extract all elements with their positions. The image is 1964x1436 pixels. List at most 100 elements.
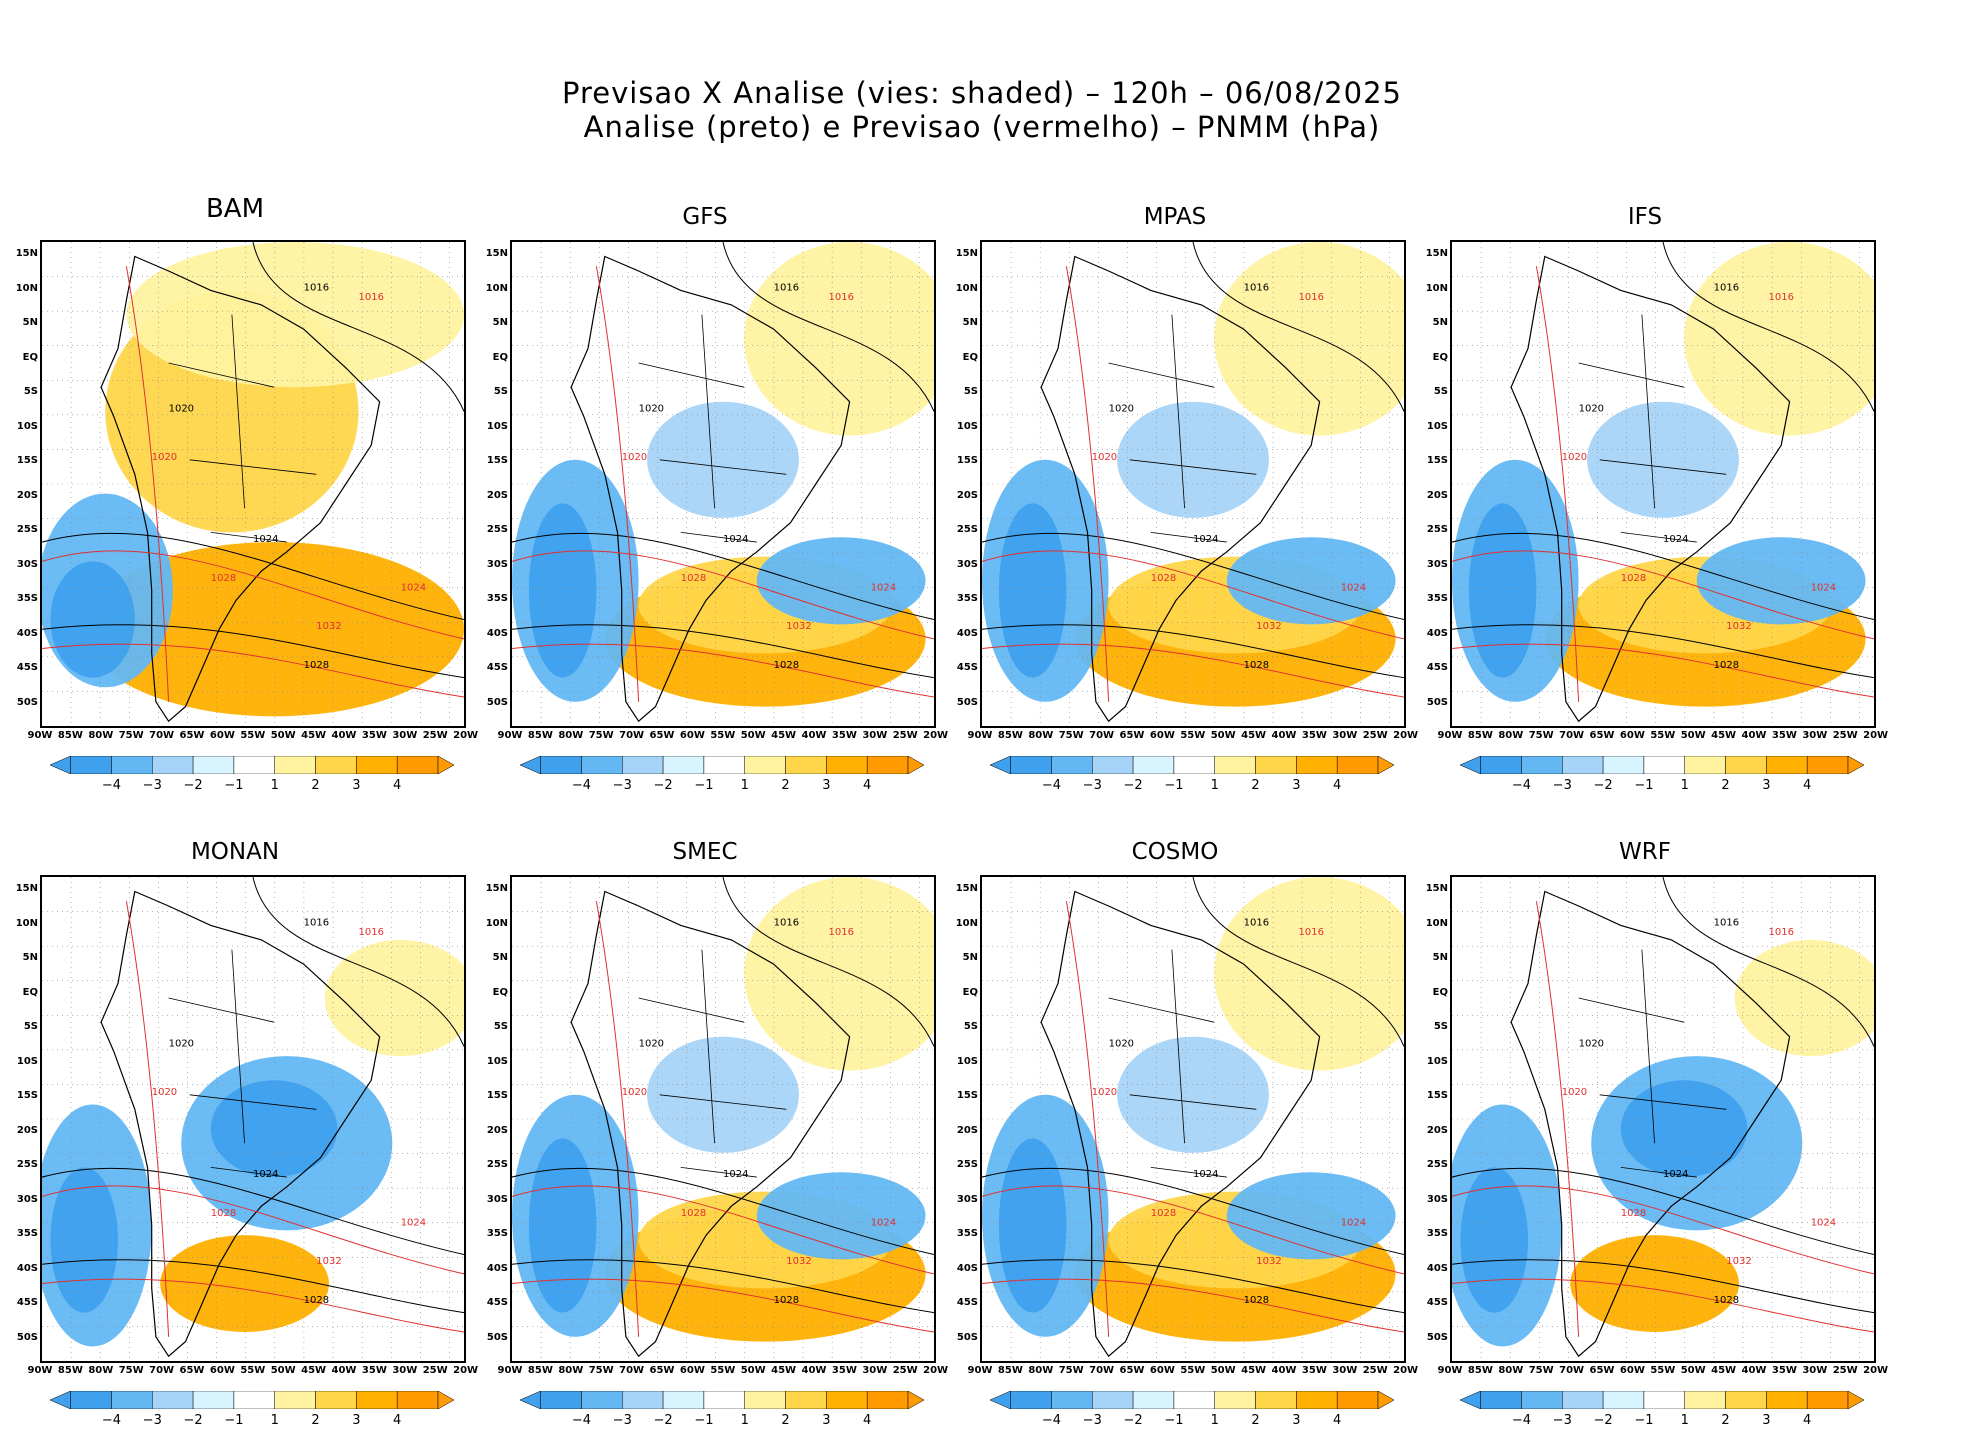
lon-tick-label: 55W bbox=[1180, 730, 1206, 741]
colorbar-swatch bbox=[233, 1390, 275, 1410]
lon-tick-label: 90W bbox=[27, 730, 53, 741]
lon-tick-label: 55W bbox=[240, 1365, 266, 1376]
isobar-label: 1016 bbox=[304, 917, 329, 928]
lon-tick-label: 70W bbox=[1559, 730, 1585, 741]
colorbar-label: −1 bbox=[224, 778, 244, 793]
isobar bbox=[1452, 532, 1874, 621]
lat-tick-label: 5N bbox=[1432, 317, 1448, 328]
isobar-label: 1024 bbox=[1811, 1217, 1836, 1228]
lat-tick-label: 40S bbox=[16, 1262, 38, 1274]
lat-tick-label: 20S bbox=[956, 489, 978, 501]
lon-tick-label: 50W bbox=[740, 1365, 766, 1376]
colorbar-arrow-right bbox=[1377, 1390, 1395, 1410]
country-border bbox=[1129, 1094, 1257, 1110]
isobar-label: 1016 bbox=[1299, 292, 1324, 303]
colorbar-swatch bbox=[1521, 1390, 1563, 1410]
lon-tick-label: 80W bbox=[1028, 730, 1054, 741]
isobar bbox=[1192, 877, 1404, 1047]
isobar bbox=[1535, 266, 1580, 702]
lon-tick-label: 25W bbox=[1362, 730, 1388, 741]
colorbar-label: −1 bbox=[1634, 1413, 1654, 1428]
lat-tick-label: 10S bbox=[1426, 420, 1448, 432]
lat-tick-label: 40S bbox=[956, 1262, 978, 1274]
lon-tick-label: 30W bbox=[1332, 1365, 1358, 1376]
lon-tick-label: 65W bbox=[179, 1365, 205, 1376]
lat-tick-label: 35S bbox=[16, 593, 38, 604]
lat-tick-label: EQ bbox=[1432, 986, 1448, 998]
lat-tick-label: 10N bbox=[15, 917, 38, 929]
isobar-label: 1028 bbox=[1621, 1208, 1646, 1219]
map-panel-wrf: WRF 1016 1020 1024 1028 1016 1020 1024 1028 1032 1… bbox=[1410, 825, 1888, 1428]
lon-tick-label: 50W bbox=[1680, 730, 1706, 741]
lon-tick-label: 65W bbox=[179, 730, 205, 741]
lon-tick-label: 65W bbox=[1589, 730, 1615, 741]
lat-tick-label: 5S bbox=[1433, 386, 1448, 397]
lat-tick-label: 15N bbox=[1425, 248, 1448, 259]
lat-tick-label: 35S bbox=[956, 1228, 978, 1239]
colorbar-label: 2 bbox=[1721, 1413, 1730, 1428]
isobar-label: 1016 bbox=[1299, 927, 1324, 938]
lon-tick-label: 35W bbox=[361, 730, 387, 741]
lon-tick-label: 75W bbox=[118, 1365, 144, 1376]
colorbar-swatch bbox=[1255, 755, 1297, 775]
isobar bbox=[512, 1259, 934, 1314]
lat-tick-label: EQ bbox=[22, 986, 38, 998]
isobar bbox=[1452, 1278, 1874, 1333]
isobar bbox=[595, 266, 640, 702]
lon-tick-label: 60W bbox=[679, 730, 705, 741]
lat-tick-label: 45S bbox=[956, 1297, 978, 1308]
colorbar-swatch bbox=[315, 755, 357, 775]
colorbar-swatch bbox=[866, 1390, 909, 1410]
colorbar-swatch bbox=[1092, 755, 1134, 775]
isobar-label: 1032 bbox=[1256, 1256, 1281, 1267]
isobar bbox=[512, 550, 934, 640]
lat-tick-label: 40S bbox=[1426, 627, 1448, 639]
lon-tick-label: 85W bbox=[527, 730, 553, 741]
colorbar-swatch bbox=[826, 1390, 868, 1410]
lat-tick-label: 10N bbox=[955, 282, 978, 294]
isobar-label: 1016 bbox=[774, 282, 799, 293]
lat-tick-label: 15N bbox=[955, 248, 978, 259]
colorbar-arrow-left bbox=[49, 1390, 71, 1410]
colorbar-swatch bbox=[1562, 1390, 1604, 1410]
lat-tick-label: 10N bbox=[485, 917, 508, 929]
colorbar-label: 3 bbox=[352, 1413, 361, 1428]
lat-tick-label: 25S bbox=[486, 1159, 508, 1170]
colorbar-label: 4 bbox=[1333, 1413, 1342, 1428]
colorbar-label: −2 bbox=[1123, 778, 1143, 793]
coastline bbox=[1510, 890, 1791, 1358]
colorbar-swatch bbox=[1521, 755, 1563, 775]
colorbar-swatch bbox=[1562, 755, 1604, 775]
map-svg: 1016 1020 1024 1028 1016 1020 1024 1028 1032 bbox=[42, 242, 464, 726]
colorbar-label: 2 bbox=[781, 778, 790, 793]
lon-tick-label: 50W bbox=[740, 730, 766, 741]
isobar-label: 1024 bbox=[253, 534, 278, 545]
lat-tick-label: 35S bbox=[1426, 593, 1448, 604]
colorbar-label: −4 bbox=[1511, 1413, 1532, 1428]
colorbar-swatch bbox=[1173, 1390, 1215, 1410]
bias-shading bbox=[528, 503, 597, 678]
lon-tick-label: 30W bbox=[862, 1365, 888, 1376]
lat-tick-label: 45S bbox=[16, 1297, 38, 1308]
country-border bbox=[1108, 362, 1215, 388]
lon-tick-label: 35W bbox=[1771, 1365, 1797, 1376]
isobar bbox=[252, 242, 464, 412]
lat-tick-label: 15S bbox=[1426, 455, 1448, 466]
lon-tick-label: 65W bbox=[1119, 730, 1145, 741]
country-border bbox=[189, 459, 317, 475]
colorbar-label: 2 bbox=[1251, 1413, 1260, 1428]
colorbar-swatch bbox=[540, 755, 582, 775]
colorbar-swatch bbox=[396, 755, 439, 775]
panel-title: MPAS bbox=[1143, 204, 1207, 230]
isobar-label: 1028 bbox=[1151, 1208, 1176, 1219]
colorbar-swatch bbox=[1214, 1390, 1256, 1410]
colorbar bbox=[989, 1390, 1395, 1410]
lat-tick-label: 15N bbox=[15, 248, 38, 259]
map-plot: 1016 1020 1024 1028 1016 1020 1024 1028 1032 bbox=[1450, 875, 1876, 1363]
lat-tick-label: 30S bbox=[486, 558, 508, 570]
isobar-label: 1016 bbox=[829, 927, 854, 938]
lon-tick-label: 25W bbox=[892, 1365, 918, 1376]
lon-tick-label: 90W bbox=[967, 730, 993, 741]
isobar-label: 1020 bbox=[1579, 1038, 1604, 1049]
lat-tick-label: 25S bbox=[956, 524, 978, 535]
